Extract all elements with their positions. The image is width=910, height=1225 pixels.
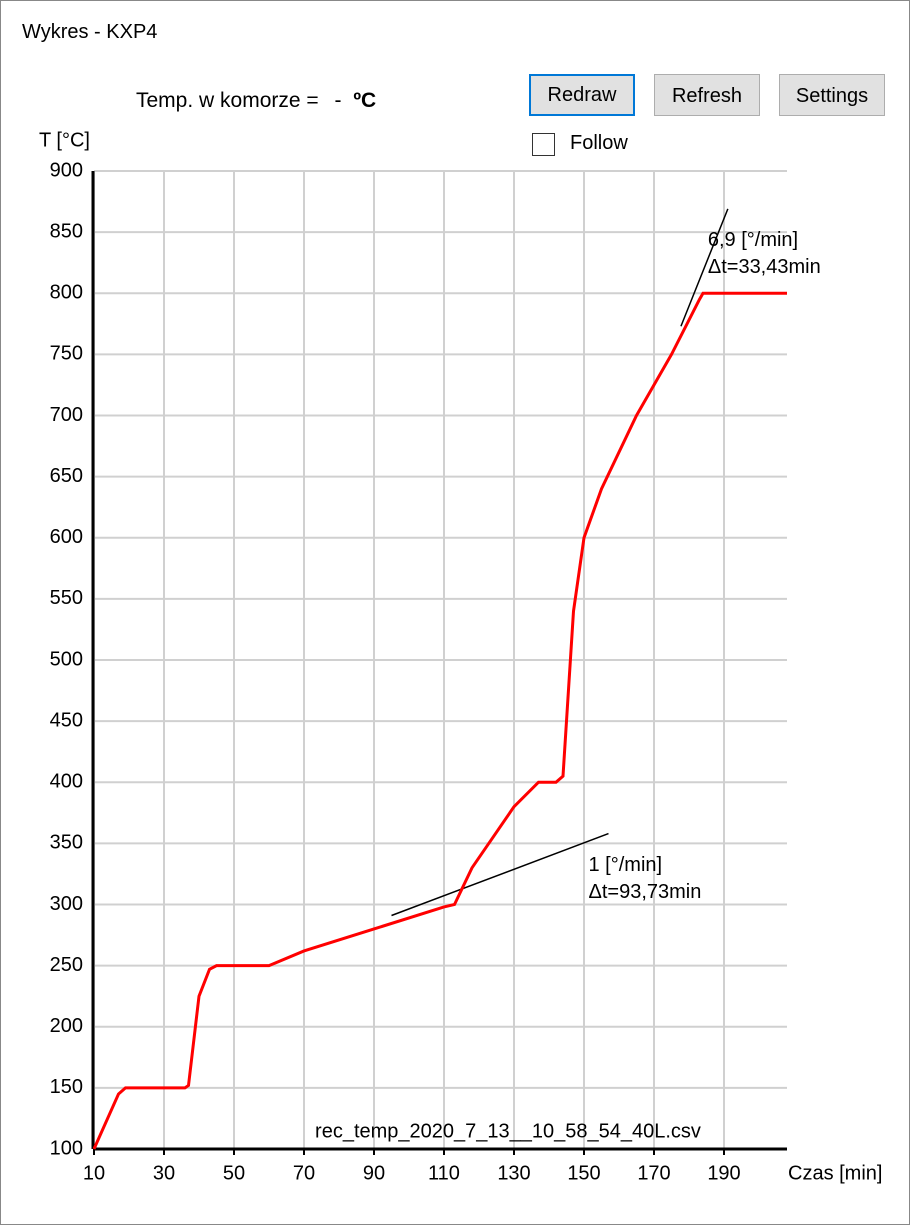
y-tick-label: 900 [50,159,83,181]
temp-unit: ºC [353,89,377,112]
x-tick-label: 170 [637,1162,670,1184]
tangent-label: Δt=33,43min [708,256,821,278]
y-tick-label: 650 [50,465,83,487]
tangent-label: 1 [°/min] [589,854,663,876]
x-tick-label: 90 [363,1162,385,1184]
window-title: Wykres - KXP4 [22,21,158,43]
x-tick-label: 70 [293,1162,315,1184]
y-tick-label: 450 [50,709,83,731]
y-tick-label: 500 [50,648,83,670]
y-tick-label: 400 [50,771,83,793]
temp-readout: Temp. w komorze = - ºC [136,89,376,113]
follow-checkbox[interactable] [532,133,555,156]
x-tick-label: 150 [567,1162,600,1184]
y-tick-label: 800 [50,282,83,304]
y-tick-label: 700 [50,404,83,426]
x-tick-label: 130 [497,1162,530,1184]
y-tick-label: 150 [50,1076,83,1098]
follow-label[interactable]: Follow [570,132,628,154]
tangent-label: 6,9 [°/min] [708,229,798,251]
redraw-button[interactable]: Redraw [529,74,635,116]
x-tick-label: 10 [83,1162,105,1184]
y-tick-label: 550 [50,587,83,609]
x-tick-label: 110 [428,1162,460,1184]
y-axis-label: T [°C] [39,129,90,151]
y-tick-label: 850 [50,220,83,242]
x-tick-label: 50 [223,1162,245,1184]
tangent-label: Δt=93,73min [589,881,702,903]
y-tick-label: 600 [50,526,83,548]
refresh-button[interactable]: Refresh [654,74,760,116]
file-label: rec_temp_2020_7_13__10_58_54_40L.csv [315,1120,701,1142]
tangent-line [680,208,729,327]
x-axis-label: Czas [min] [788,1162,882,1184]
tangent-line [391,832,609,917]
y-tick-label: 100 [50,1137,83,1159]
y-tick-label: 250 [50,954,83,976]
x-tick-label: 190 [707,1162,740,1184]
temp-label: Temp. w komorze = [136,89,319,112]
y-tick-label: 750 [50,343,83,365]
y-tick-label: 350 [50,832,83,854]
y-tick-label: 300 [50,893,83,915]
temp-value: - [334,89,342,112]
settings-button[interactable]: Settings [779,74,885,116]
temperature-line [92,291,787,1150]
x-tick-label: 30 [153,1162,175,1184]
y-tick-label: 200 [50,1015,83,1037]
